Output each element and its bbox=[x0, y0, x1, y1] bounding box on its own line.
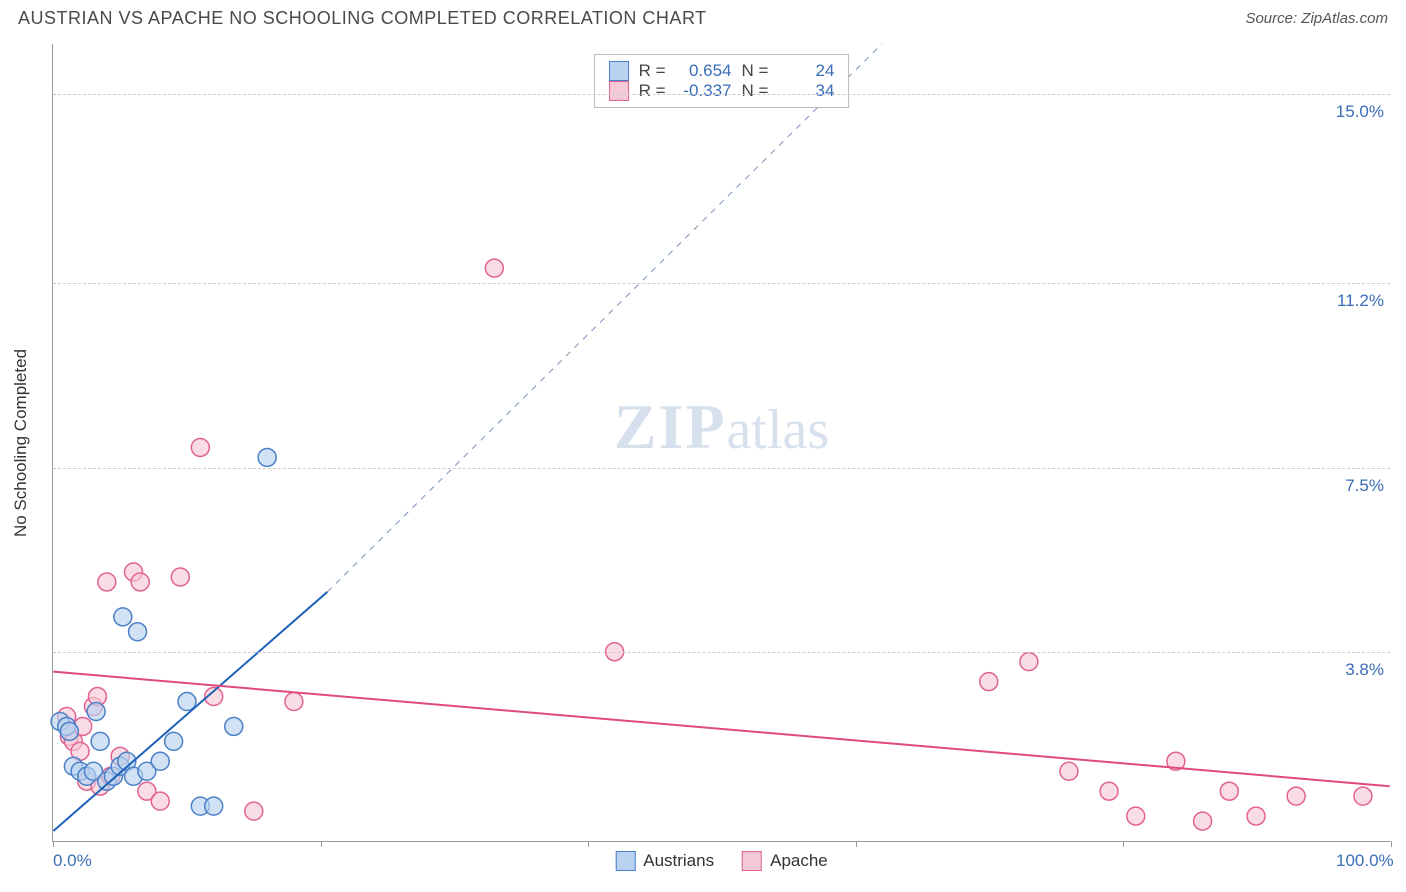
gridline bbox=[53, 652, 1390, 653]
plot-svg bbox=[53, 44, 1390, 841]
swatch-apache-2 bbox=[742, 851, 762, 871]
swatch-austrians-2 bbox=[615, 851, 635, 871]
stats-row-apache: R = -0.337 N = 34 bbox=[609, 81, 835, 101]
ytick-label: 3.8% bbox=[1345, 660, 1392, 680]
xtick-label: 0.0% bbox=[53, 851, 92, 871]
legend-item-austrians: Austrians bbox=[615, 851, 714, 871]
gridline bbox=[53, 283, 1390, 284]
swatch-apache bbox=[609, 81, 629, 101]
swatch-austrians bbox=[609, 61, 629, 81]
scatter-chart: No Schooling Completed ZIPatlas R = 0.65… bbox=[52, 44, 1390, 842]
gridline bbox=[53, 94, 1390, 95]
xtick bbox=[856, 841, 857, 847]
chart-title: AUSTRIAN VS APACHE NO SCHOOLING COMPLETE… bbox=[18, 8, 707, 29]
source-label: Source: ZipAtlas.com bbox=[1245, 10, 1388, 27]
xtick bbox=[53, 841, 54, 847]
chart-header: AUSTRIAN VS APACHE NO SCHOOLING COMPLETE… bbox=[0, 0, 1406, 33]
ytick-label: 15.0% bbox=[1336, 102, 1392, 122]
stats-legend-box: R = 0.654 N = 24 R = -0.337 N = 34 bbox=[594, 54, 850, 108]
y-axis-label: No Schooling Completed bbox=[11, 348, 31, 536]
stats-row-austrians: R = 0.654 N = 24 bbox=[609, 61, 835, 81]
gridline bbox=[53, 468, 1390, 469]
xtick bbox=[1123, 841, 1124, 847]
series-legend: Austrians Apache bbox=[615, 851, 828, 871]
legend-item-apache: Apache bbox=[742, 851, 828, 871]
xtick-label: 100.0% bbox=[1336, 851, 1394, 871]
xtick bbox=[588, 841, 589, 847]
xtick bbox=[1391, 841, 1392, 847]
xtick bbox=[321, 841, 322, 847]
ytick-label: 7.5% bbox=[1345, 476, 1392, 496]
ytick-label: 11.2% bbox=[1337, 291, 1392, 311]
